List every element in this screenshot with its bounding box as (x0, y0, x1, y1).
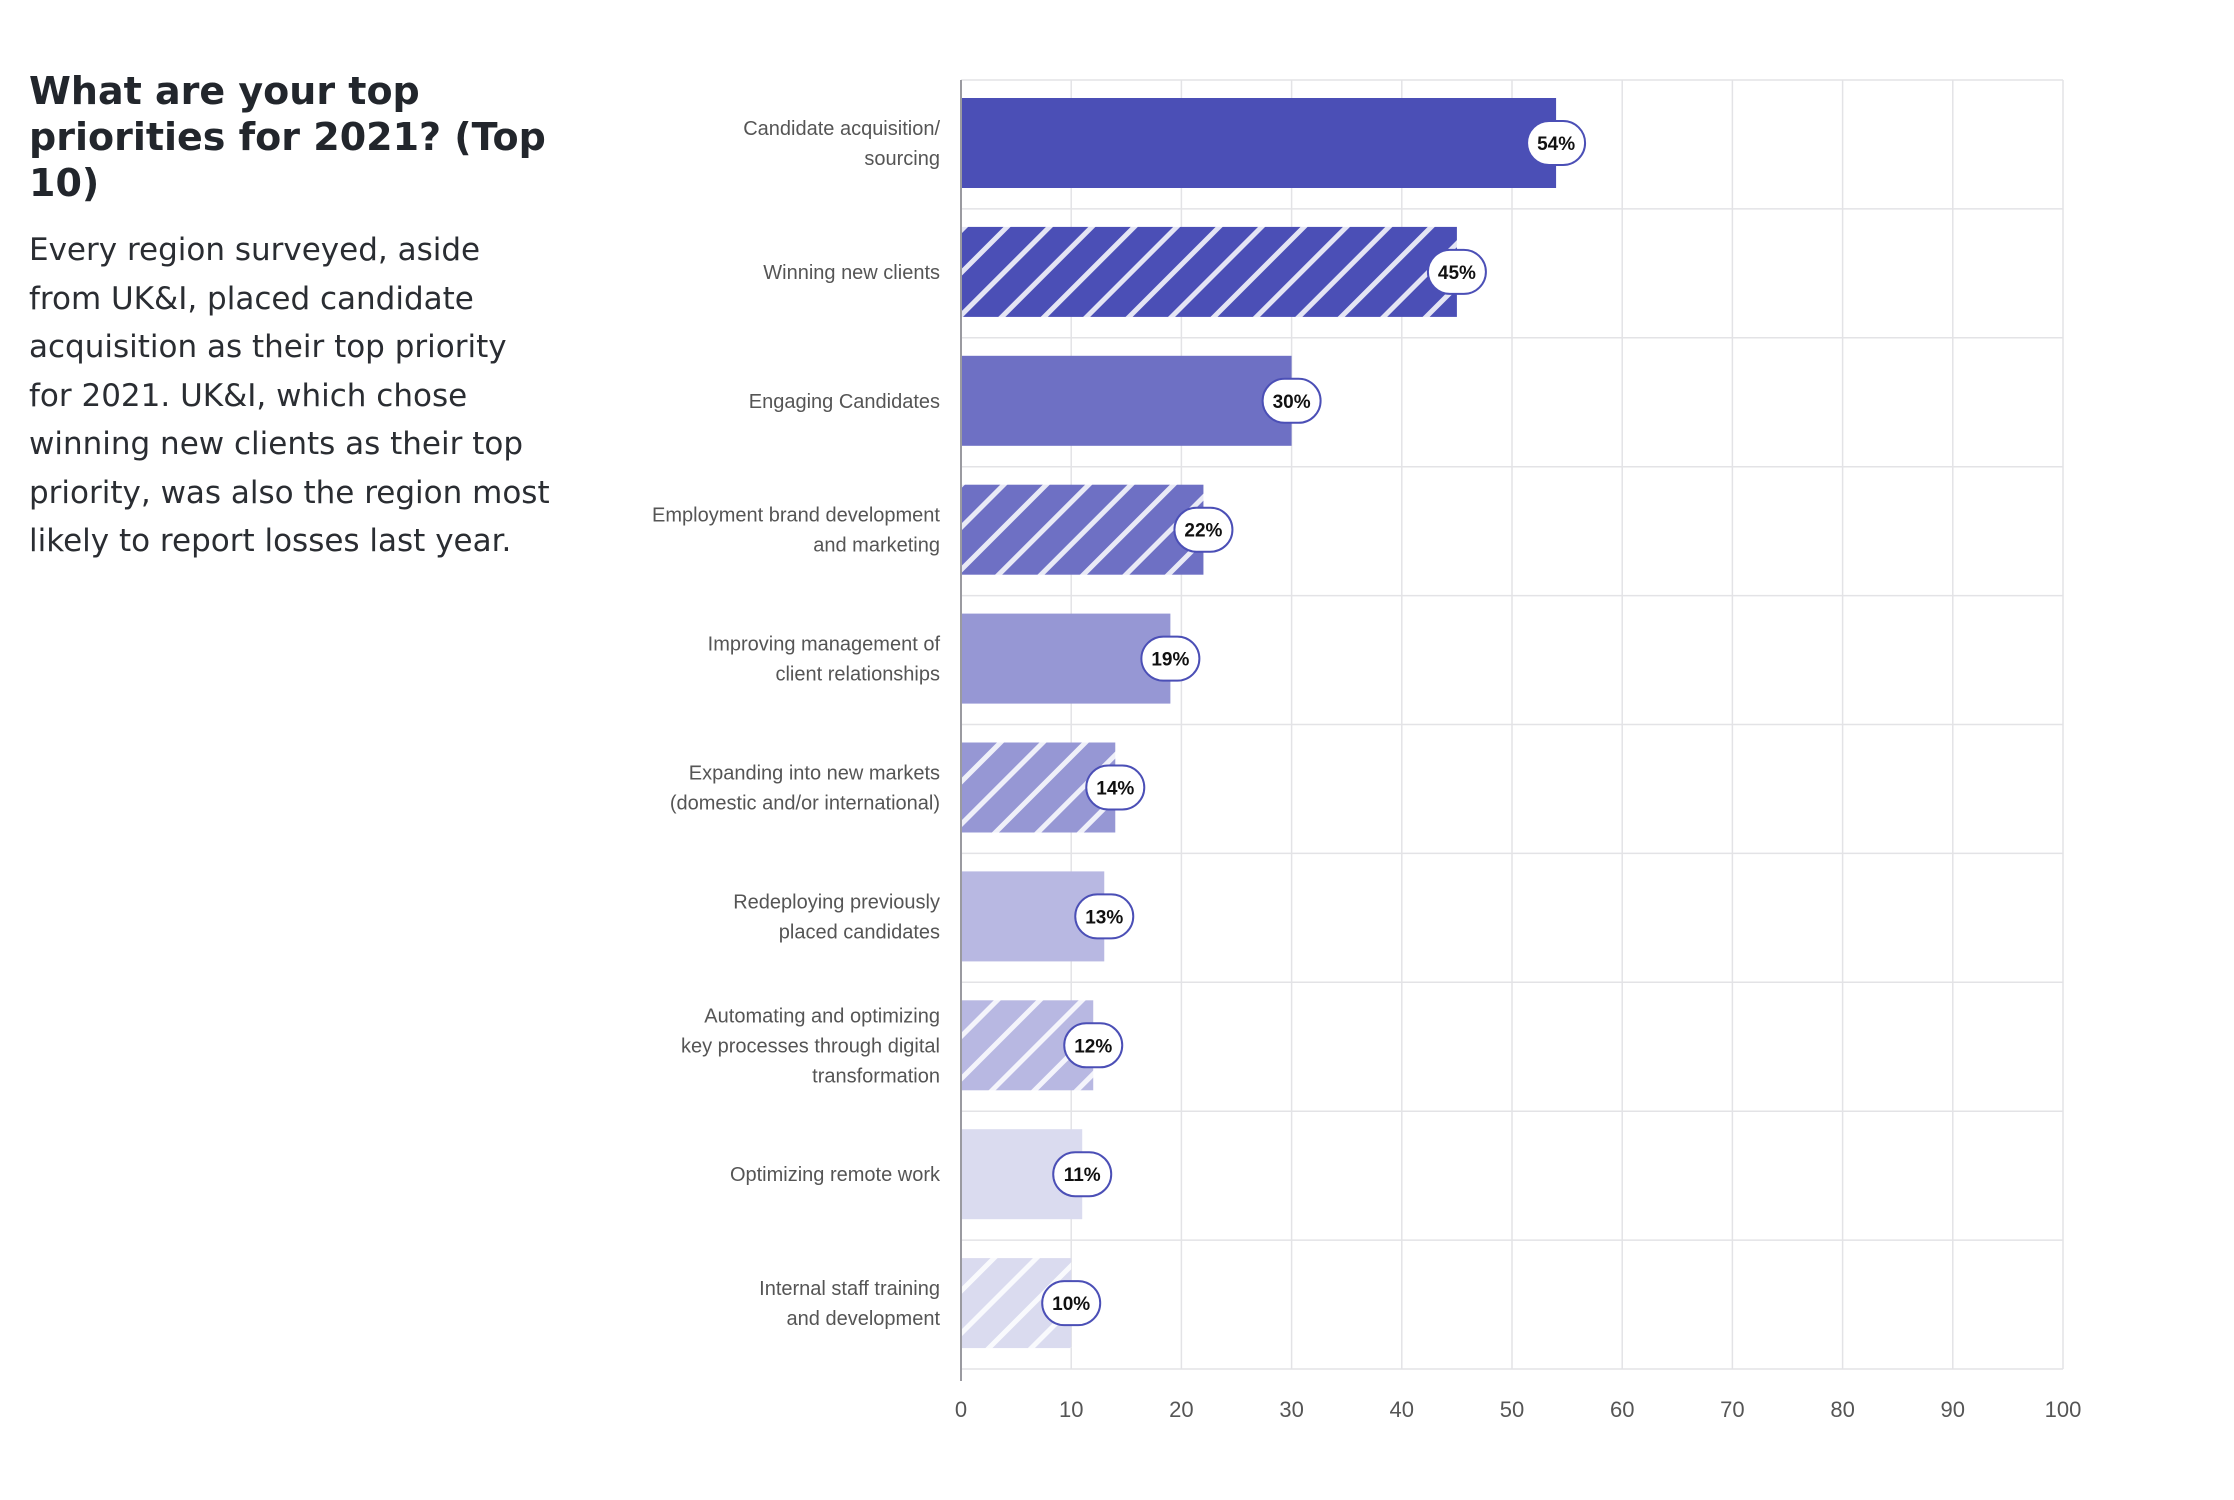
data-label-text: 13% (1085, 907, 1123, 928)
data-label: 14% (1085, 764, 1146, 811)
x-tick-label: 20 (1169, 1397, 1193, 1422)
data-label-pill (1261, 377, 1322, 424)
bar (961, 226, 1457, 317)
x-tick-label: 60 (1610, 1397, 1634, 1422)
bar (961, 484, 1204, 575)
bar (961, 613, 1171, 704)
data-label: 54% (1526, 120, 1587, 166)
category-label: Optimizing remote work (730, 1164, 941, 1186)
intro-section: What are your top priorities for 2021? (… (29, 68, 559, 566)
data-label-pill (1140, 635, 1201, 682)
category-label: Engaging Candidates (749, 391, 940, 413)
x-tick-label: 80 (1830, 1397, 1854, 1422)
category-label: Internal staff training and development (759, 1278, 940, 1330)
data-label: 30% (1261, 377, 1322, 424)
category-label: Redeploying previously placed candidates (733, 891, 940, 943)
data-label-text: 11% (1064, 1165, 1101, 1186)
data-label-text: 30% (1273, 392, 1311, 413)
bars (961, 98, 1557, 1349)
x-axis-tick-labels: 0 10 20 30 40 50 60 70 80 90 100 (955, 1397, 2081, 1422)
data-label-pill (1426, 248, 1487, 295)
data-label-text: 10% (1052, 1294, 1090, 1315)
data-label-pill (1052, 1151, 1113, 1198)
chart-heading: What are your top priorities for 2021? (… (29, 69, 546, 205)
bar (961, 355, 1292, 446)
data-label-text: 54% (1537, 134, 1575, 155)
data-label-pill (1041, 1280, 1102, 1327)
category-label: Winning new clients (763, 262, 940, 284)
category-labels: Candidate acquisition/sourcing Winning ne… (652, 118, 941, 1330)
data-label: 10% (1041, 1280, 1102, 1327)
x-tick-label: 50 (1500, 1397, 1524, 1422)
data-label: 19% (1140, 635, 1201, 682)
data-label-pill (1074, 893, 1135, 940)
data-label: 12% (1063, 1022, 1124, 1069)
data-label: 13% (1074, 893, 1135, 940)
data-label-pill (1085, 764, 1146, 811)
x-tick-label: 40 (1390, 1397, 1414, 1422)
chart-description: Every region surveyed, aside from UK&I, … (29, 232, 550, 559)
data-label-text: 22% (1184, 521, 1222, 542)
category-label: Employment brand development and marketin… (652, 505, 940, 557)
data-label: 11% (1052, 1151, 1113, 1198)
data-label-text: 45% (1438, 263, 1476, 284)
data-label-text: 14% (1096, 779, 1134, 800)
data-label-text: 19% (1151, 650, 1189, 671)
bar (961, 98, 1557, 188)
data-label-pill (1173, 506, 1234, 553)
data-label: 22% (1173, 506, 1234, 553)
x-tick-label: 70 (1720, 1397, 1744, 1422)
data-label-text: 12% (1074, 1036, 1112, 1057)
data-label-pill (1526, 120, 1587, 166)
data-labels: 54% 45% 30% 22% 19% 14% 13% 12% 11% 10% (1041, 120, 1587, 1327)
category-label: Improving management of client relationsh… (708, 634, 941, 686)
x-tick-label: 90 (1941, 1397, 1965, 1422)
data-label: 45% (1426, 248, 1487, 295)
x-tick-label: 0 (955, 1397, 967, 1422)
data-label-pill (1063, 1022, 1124, 1069)
category-label: Automating and optimizing key processes t… (681, 1005, 940, 1087)
x-tick-label: 30 (1279, 1397, 1303, 1422)
x-tick-label: 100 (2045, 1397, 2082, 1422)
x-tick-label: 10 (1059, 1397, 1083, 1422)
category-label: Candidate acquisition/sourcing (743, 118, 940, 170)
category-label: Expanding into new markets (domestic and/… (670, 763, 940, 815)
